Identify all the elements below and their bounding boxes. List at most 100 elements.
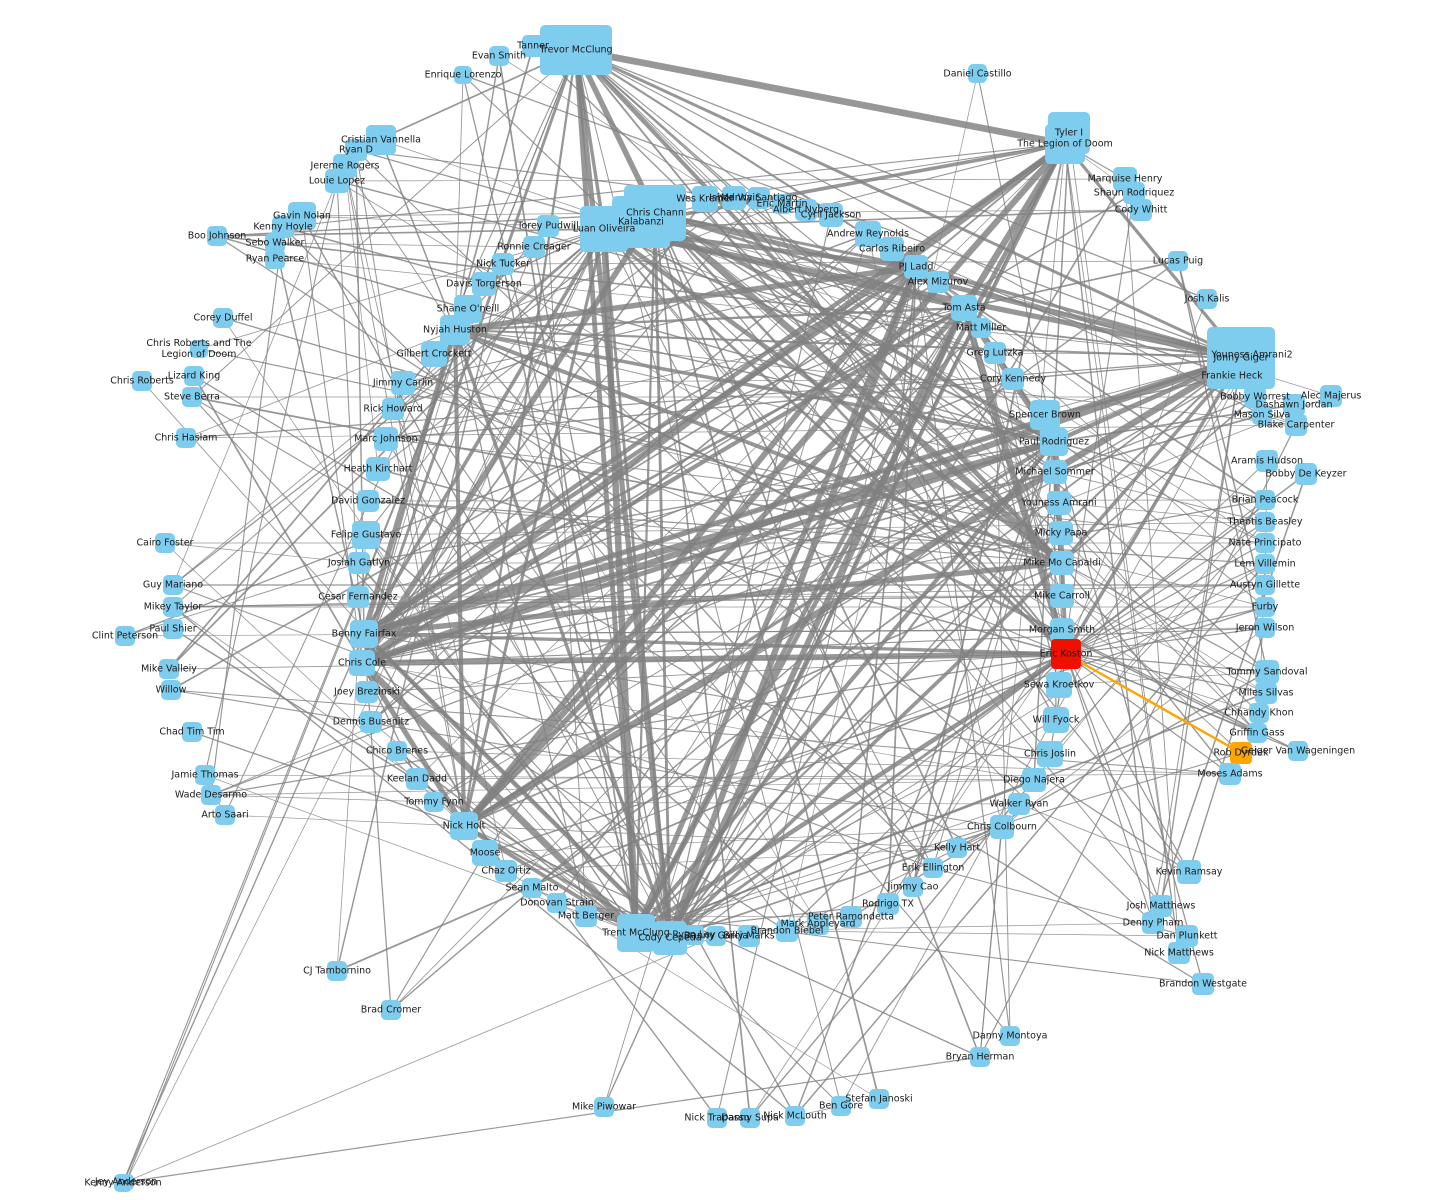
graph-node[interactable] xyxy=(1051,639,1081,669)
graph-node[interactable] xyxy=(748,187,770,209)
graph-node[interactable] xyxy=(1256,450,1278,472)
graph-node[interactable] xyxy=(495,860,517,882)
graph-node[interactable] xyxy=(1040,428,1068,456)
graph-node[interactable] xyxy=(1168,942,1190,964)
graph-node[interactable] xyxy=(1176,925,1198,947)
graph-node[interactable] xyxy=(1283,394,1305,416)
graph-node[interactable] xyxy=(176,428,196,448)
graph-node[interactable] xyxy=(163,575,183,595)
graph-node[interactable] xyxy=(522,878,542,898)
graph-node[interactable] xyxy=(215,805,235,825)
graph-node[interactable] xyxy=(366,457,390,481)
graph-node[interactable] xyxy=(970,1047,990,1067)
graph-node[interactable] xyxy=(1252,405,1272,425)
graph-node[interactable] xyxy=(1255,660,1279,684)
graph-node[interactable] xyxy=(523,236,545,258)
graph-node[interactable] xyxy=(951,295,977,321)
graph-node[interactable] xyxy=(1255,554,1275,574)
graph-node[interactable] xyxy=(772,194,792,214)
graph-node[interactable] xyxy=(904,255,928,279)
graph-node[interactable] xyxy=(1255,682,1277,704)
graph-node[interactable] xyxy=(350,620,378,648)
graph-node[interactable] xyxy=(382,398,404,420)
graph-node[interactable] xyxy=(1230,742,1252,764)
graph-node[interactable] xyxy=(1043,707,1069,733)
graph-node[interactable] xyxy=(1150,895,1172,917)
graph-node[interactable] xyxy=(213,308,233,328)
graph-node[interactable] xyxy=(819,203,843,227)
graph-node[interactable] xyxy=(201,785,221,805)
graph-node[interactable] xyxy=(1050,551,1074,575)
graph-node[interactable] xyxy=(1285,414,1307,436)
graph-node[interactable] xyxy=(1255,575,1275,595)
graph-node[interactable] xyxy=(580,206,628,252)
graph-node[interactable] xyxy=(1000,1026,1020,1046)
graph-node[interactable] xyxy=(440,315,470,345)
graph-node[interactable] xyxy=(1255,533,1275,553)
graph-node[interactable] xyxy=(348,552,370,574)
graph-node[interactable] xyxy=(406,768,428,790)
graph-node[interactable] xyxy=(472,840,498,866)
graph-node[interactable] xyxy=(947,838,967,858)
graph-node[interactable] xyxy=(159,659,179,679)
graph-node[interactable] xyxy=(161,680,181,700)
graph-node[interactable] xyxy=(1046,672,1072,698)
graph-node[interactable] xyxy=(880,237,904,261)
graph-node[interactable] xyxy=(540,25,612,75)
graph-node[interactable] xyxy=(785,1106,805,1126)
graph-node[interactable] xyxy=(163,597,183,617)
graph-node[interactable] xyxy=(325,169,349,193)
graph-node[interactable] xyxy=(424,792,444,812)
graph-node[interactable] xyxy=(1247,723,1267,743)
graph-node[interactable] xyxy=(1177,860,1201,884)
graph-node[interactable] xyxy=(1050,618,1074,642)
graph-node[interactable] xyxy=(653,921,687,955)
graph-node[interactable] xyxy=(869,1089,889,1109)
graph-node[interactable] xyxy=(807,913,829,935)
graph-node[interactable] xyxy=(265,249,285,269)
graph-node[interactable] xyxy=(265,233,285,253)
graph-node[interactable] xyxy=(1123,182,1145,204)
graph-node[interactable] xyxy=(927,271,949,293)
graph-node[interactable] xyxy=(190,340,208,358)
graph-node[interactable] xyxy=(684,925,704,945)
graph-node[interactable] xyxy=(1255,490,1275,510)
graph-node[interactable] xyxy=(1255,512,1275,532)
graph-node[interactable] xyxy=(1030,400,1060,430)
graph-node[interactable] xyxy=(1049,521,1073,545)
graph-node[interactable] xyxy=(272,216,294,238)
graph-node[interactable] xyxy=(840,906,862,928)
graph-node[interactable] xyxy=(1002,368,1024,390)
graph-node[interactable] xyxy=(195,765,215,785)
graph-node[interactable] xyxy=(182,722,202,742)
graph-node[interactable] xyxy=(990,815,1014,839)
graph-node[interactable] xyxy=(184,366,204,386)
graph-node[interactable] xyxy=(1222,366,1242,386)
graph-node[interactable] xyxy=(776,920,798,942)
graph-node[interactable] xyxy=(692,186,718,212)
graph-node[interactable] xyxy=(472,272,496,296)
graph-node[interactable] xyxy=(1197,289,1217,309)
graph-node[interactable] xyxy=(327,961,347,981)
graph-node[interactable] xyxy=(360,711,382,733)
graph-node[interactable] xyxy=(831,1096,851,1116)
graph-node[interactable] xyxy=(1249,703,1269,723)
graph-node[interactable] xyxy=(132,371,152,391)
graph-node[interactable] xyxy=(795,199,817,221)
graph-node[interactable] xyxy=(1244,386,1266,408)
graph-node[interactable] xyxy=(903,877,923,897)
graph-node[interactable] xyxy=(492,253,514,275)
graph-node[interactable] xyxy=(347,586,369,608)
graph-node[interactable] xyxy=(984,342,1006,364)
graph-node[interactable] xyxy=(356,681,378,703)
graph-node[interactable] xyxy=(1295,463,1317,485)
graph-node[interactable] xyxy=(1130,199,1152,221)
graph-node[interactable] xyxy=(489,46,509,66)
graph-node[interactable] xyxy=(547,893,567,913)
graph-node[interactable] xyxy=(1168,251,1188,271)
graph-node[interactable] xyxy=(374,427,398,451)
graph-node[interactable] xyxy=(722,186,746,210)
graph-node[interactable] xyxy=(450,812,478,840)
graph-node[interactable] xyxy=(522,35,544,57)
